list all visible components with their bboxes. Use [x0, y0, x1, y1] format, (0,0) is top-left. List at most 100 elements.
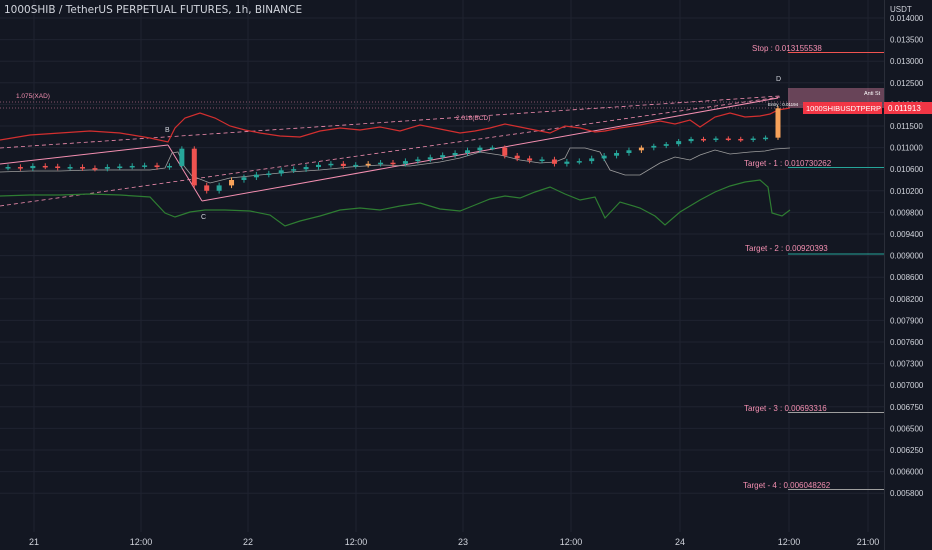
candle-body [216, 185, 222, 191]
candle-body [142, 165, 148, 167]
price-tick-label: 0.008600 [890, 273, 924, 282]
candlesticks [5, 106, 781, 194]
candle-body [229, 180, 235, 186]
point-d-label: D [776, 76, 781, 83]
time-tick-label: 22 [243, 537, 253, 547]
anti-stop-label: Anti St [864, 91, 881, 97]
price-tick-label: 0.006000 [890, 468, 924, 477]
candle-body [725, 138, 731, 141]
candle-body [17, 167, 23, 169]
pattern-labels: B C D 1.075(XAD) 2.018(BCD) [16, 76, 781, 221]
candle-body [477, 147, 483, 151]
candle-body [42, 165, 48, 168]
time-tick-label: 24 [675, 537, 685, 547]
price-tick-label: 0.014000 [890, 14, 924, 23]
time-tick-label: 12:00 [130, 537, 153, 547]
candle-body [204, 185, 210, 191]
target1-label: Target - 1 : 0.010730262 [744, 159, 832, 168]
time-tick-label: 23 [458, 537, 468, 547]
candle-body [614, 153, 620, 156]
target2-label: Target - 2 : 0.00920393 [745, 244, 828, 253]
point-b-label: B [165, 127, 170, 134]
candle-body [340, 163, 346, 166]
currency-label: USDT [890, 5, 912, 14]
price-tag-value: 0.011913 [888, 104, 921, 113]
price-tick-label: 0.006250 [890, 446, 924, 455]
price-tag: 1000SHIBUSDTPERP 0.011913 [803, 102, 932, 114]
time-tick-label: 21 [29, 537, 39, 547]
price-tick-label: 0.009000 [890, 252, 924, 261]
price-tick-label: 0.007600 [890, 338, 924, 347]
price-tick-label: 0.011500 [890, 122, 923, 131]
candle-body [638, 147, 644, 151]
price-tick-label: 0.010200 [890, 187, 924, 196]
candle-body [551, 159, 557, 164]
price-axis[interactable]: 0.0140000.0135000.0130000.0125000.012000… [890, 14, 924, 498]
candle-body [576, 161, 582, 163]
candle-body [241, 177, 247, 180]
chart-grid [0, 0, 885, 550]
xd-dashed-line [0, 95, 781, 149]
price-tick-label: 0.011000 [890, 144, 923, 153]
candle-body [700, 138, 706, 141]
target4-label: Target - 4 : 0.006048262 [743, 481, 831, 490]
candle-body [452, 153, 458, 156]
candle-body [92, 168, 98, 170]
time-tick-label: 21:00 [857, 537, 880, 547]
candle-body [365, 163, 371, 166]
candle-body [117, 166, 123, 168]
candle-body [427, 157, 433, 160]
candle-body [291, 169, 297, 171]
candle-body [55, 166, 61, 168]
target-levels: Stop : 0.013155538 Target - 1 : 0.010730… [743, 44, 884, 490]
candle-body [601, 155, 607, 159]
candle-body [589, 158, 595, 162]
chart-title: 1000SHIB / TetherUS PERPETUAL FUTURES, 1… [4, 4, 303, 16]
price-tick-label: 0.006750 [890, 403, 924, 412]
time-tick-label: 12:00 [778, 537, 801, 547]
point-c-label: C [201, 214, 206, 221]
candle-body [129, 165, 135, 168]
price-tick-label: 0.007900 [890, 316, 924, 325]
candle-body [253, 174, 259, 178]
candle-body [402, 161, 408, 164]
candle-body [328, 163, 334, 166]
upper-band-line [0, 107, 791, 143]
target3-label: Target - 3 : 0.00693316 [744, 404, 827, 413]
candle-body [688, 138, 694, 142]
price-tick-label: 0.012500 [890, 79, 924, 88]
middle-line [0, 147, 791, 184]
candle-body [564, 161, 570, 164]
harmonic-pattern [0, 95, 790, 207]
candle-body [5, 167, 11, 169]
candle-body [514, 155, 520, 159]
candle-body [539, 159, 545, 161]
candle-body [390, 162, 396, 165]
candle-body [67, 167, 73, 169]
time-axis[interactable]: 21 12:00 22 12:00 23 12:00 24 12:00 21:00 [29, 537, 879, 547]
candle-body [303, 167, 309, 170]
candle-body [775, 108, 781, 138]
candle-body [179, 148, 185, 166]
candle-body [465, 150, 471, 153]
candle-body [676, 141, 682, 145]
candle-body [440, 155, 446, 158]
candle-body [104, 167, 110, 169]
candle-body [738, 138, 744, 141]
candle-body [30, 165, 36, 169]
candle-body [315, 164, 321, 168]
price-tick-label: 0.006500 [890, 424, 924, 433]
price-tick-label: 0.013500 [890, 36, 924, 45]
candle-body [489, 147, 495, 150]
candle-body [713, 138, 719, 141]
candle-body [378, 162, 384, 165]
price-tick-label: 0.009400 [890, 230, 924, 239]
stop-label: Stop : 0.013155538 [752, 44, 822, 53]
bc-line [167, 144, 203, 202]
price-tick-label: 0.013000 [890, 57, 924, 66]
candle-body [154, 165, 160, 168]
candle-body [191, 148, 197, 186]
bcd-label: 2.018(BCD) [456, 115, 490, 122]
time-tick-label: 12:00 [345, 537, 368, 547]
